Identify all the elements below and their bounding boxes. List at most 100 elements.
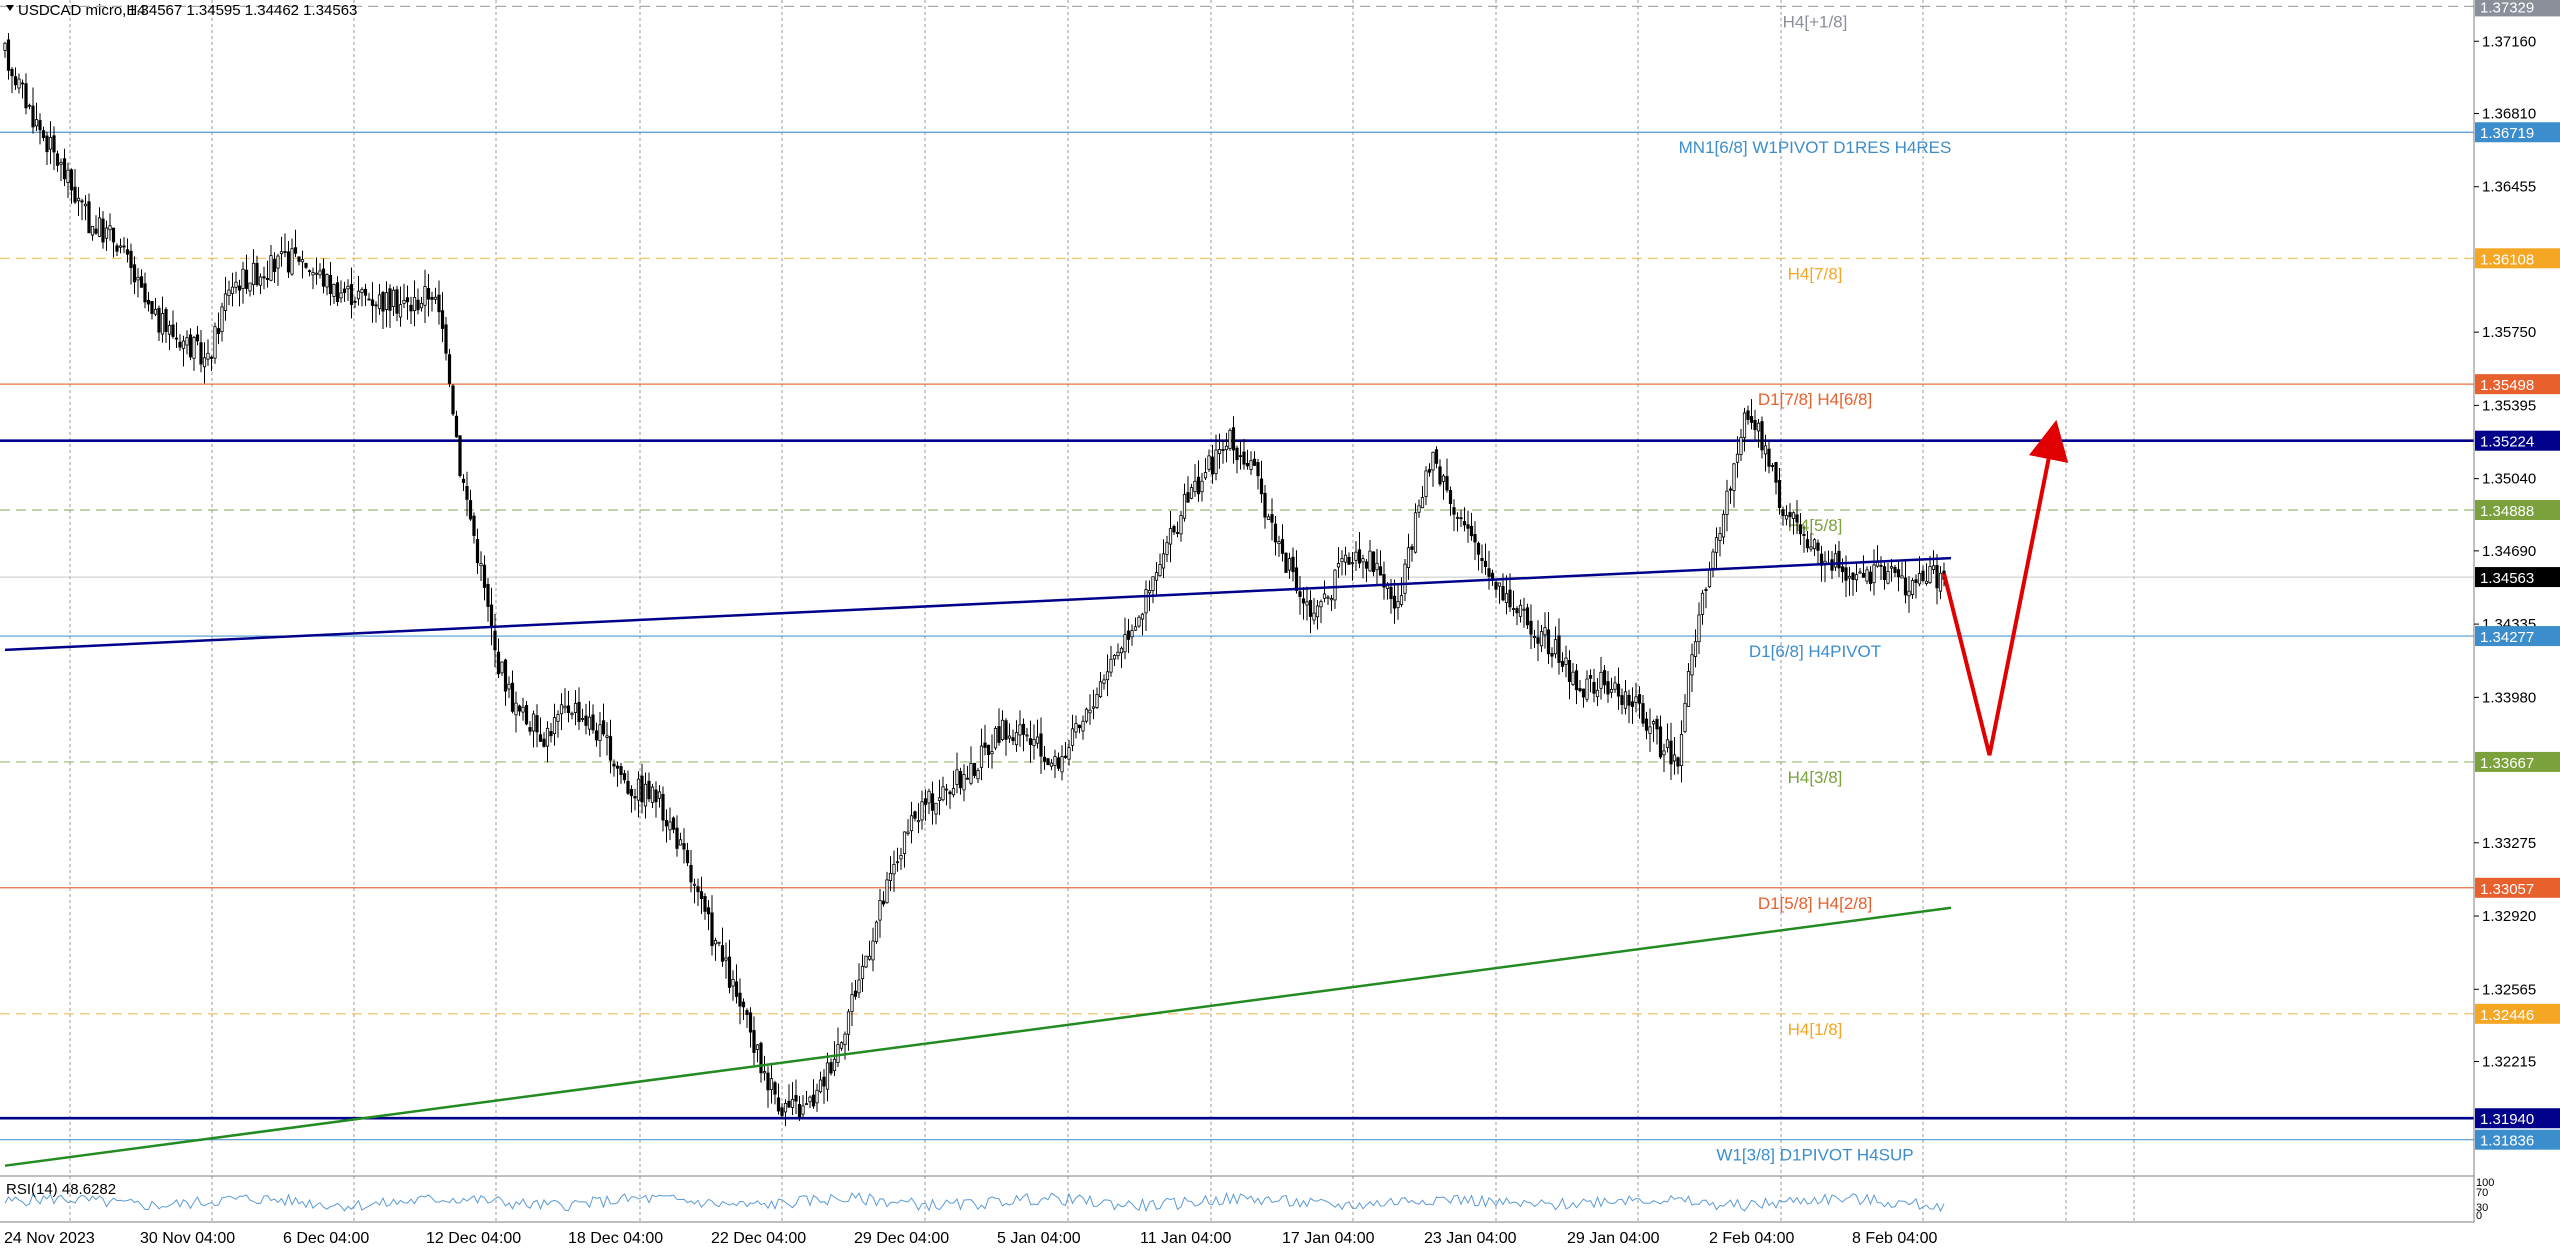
candle-body xyxy=(1126,630,1131,640)
candle-body xyxy=(199,342,203,365)
candle-body xyxy=(1186,492,1190,503)
candle-body xyxy=(1735,453,1740,463)
candle-body xyxy=(262,276,266,279)
candle-body xyxy=(734,981,739,997)
candle-body xyxy=(671,817,676,830)
candle-body xyxy=(969,763,973,784)
candle-body xyxy=(1228,429,1232,449)
candle-body xyxy=(62,158,67,180)
candle-body xyxy=(1606,681,1610,695)
candle-body xyxy=(1340,558,1344,563)
candle-body xyxy=(860,965,865,980)
candle-body xyxy=(125,249,130,255)
candle-body xyxy=(668,821,672,831)
candle-body xyxy=(741,1001,746,1008)
candle-body xyxy=(94,228,98,234)
triangle-down-icon[interactable] xyxy=(6,5,14,11)
plot-area[interactable] xyxy=(0,0,2474,1222)
candle-body xyxy=(1424,470,1428,497)
candle-body xyxy=(1872,564,1876,584)
candle-body xyxy=(556,714,560,722)
candle-body xyxy=(90,226,95,236)
candle-body xyxy=(367,298,371,301)
candle-body xyxy=(472,515,476,536)
level-price-text: 1.34888 xyxy=(2480,503,2534,520)
candle-body xyxy=(1179,515,1183,535)
candle-body xyxy=(1074,723,1078,733)
candle-body xyxy=(493,630,497,651)
candle-body xyxy=(1270,514,1274,523)
candle-body xyxy=(545,727,550,747)
candle-body xyxy=(825,1062,830,1090)
candle-body xyxy=(710,912,714,947)
candle-body xyxy=(1784,515,1789,520)
candle-body xyxy=(762,1071,767,1074)
candle-body xyxy=(769,1078,774,1090)
candle-body xyxy=(381,292,385,312)
candle-body xyxy=(1441,475,1446,482)
candle-body xyxy=(45,135,49,153)
candle-body xyxy=(1868,571,1873,584)
candle-body xyxy=(1221,449,1225,451)
candle-body xyxy=(1161,553,1166,569)
candle-body xyxy=(97,217,102,237)
candle-body xyxy=(591,714,595,731)
candle-body xyxy=(52,135,56,153)
candle-body xyxy=(1665,739,1670,748)
candle-body xyxy=(682,843,686,850)
candle-body xyxy=(1021,723,1026,735)
candle-body xyxy=(713,940,718,945)
candle-body xyxy=(1669,740,1673,765)
level-price-tag xyxy=(2475,1003,2560,1024)
candle-body xyxy=(59,162,63,165)
candle-body xyxy=(1616,683,1621,697)
candle-body xyxy=(76,197,81,202)
candle-body xyxy=(1753,419,1757,430)
candle-body xyxy=(1809,546,1813,550)
candle-body xyxy=(1711,551,1715,569)
candle-body xyxy=(1595,689,1600,698)
candle-body xyxy=(1893,567,1897,573)
candle-body xyxy=(423,286,427,306)
candle-body xyxy=(426,288,431,300)
candle-body xyxy=(416,299,420,311)
candle-body xyxy=(1368,550,1372,572)
candle-body xyxy=(629,788,634,797)
candle-body xyxy=(118,245,123,248)
candle-body xyxy=(1469,525,1474,537)
candle-body xyxy=(913,811,917,819)
candle-body xyxy=(1802,534,1806,536)
candle-body xyxy=(745,1010,749,1015)
level-label: W1[3/8] D1PIVOT H4SUP xyxy=(1716,1146,1913,1165)
candle-body xyxy=(48,137,53,150)
candle-body xyxy=(419,302,424,309)
candle-body xyxy=(339,292,343,299)
candle-body xyxy=(1231,427,1236,451)
rsi-panel xyxy=(4,1191,1945,1213)
candle-body xyxy=(1938,572,1943,592)
candle-body xyxy=(1455,516,1460,519)
candle-body xyxy=(342,288,347,294)
price-axis[interactable]: 1.37160 1.36810 1.36455 1.35750 1.35395 1.350… xyxy=(2474,0,2560,1150)
time-axis[interactable]: 24 Nov 2023 30 Nov 04:00 6 Dec 04:00 12 Dec… xyxy=(4,1230,1938,1247)
candle-body xyxy=(1081,720,1085,732)
candle-body xyxy=(1277,541,1281,545)
candle-body xyxy=(1592,681,1596,694)
candle-body xyxy=(930,793,935,811)
candle-body xyxy=(1896,569,1901,578)
level-price-tag xyxy=(2475,374,2560,395)
candle-body xyxy=(146,299,151,305)
candle-body xyxy=(808,1096,812,1103)
candle-body xyxy=(1431,451,1435,471)
candle-body xyxy=(923,798,928,805)
candle-body xyxy=(251,262,256,286)
candle-body xyxy=(304,262,308,268)
candle-body xyxy=(1917,573,1922,585)
candle-body xyxy=(1648,726,1652,734)
candle-body xyxy=(1683,702,1687,733)
candle-body xyxy=(1774,462,1778,483)
trend-lines xyxy=(4,419,2069,1167)
candle-body xyxy=(1571,671,1575,686)
candle-body xyxy=(69,169,74,191)
